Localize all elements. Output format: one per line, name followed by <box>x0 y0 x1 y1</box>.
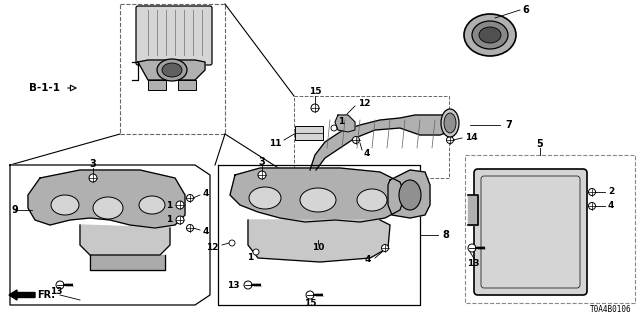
Text: 4: 4 <box>203 228 209 236</box>
Bar <box>294 96 449 178</box>
Polygon shape <box>138 60 205 80</box>
Text: T0A4B0106: T0A4B0106 <box>590 305 632 314</box>
Text: 1: 1 <box>247 253 253 262</box>
Circle shape <box>589 203 595 210</box>
Text: 4: 4 <box>608 202 614 211</box>
Text: 4: 4 <box>203 188 209 197</box>
Text: 9: 9 <box>12 205 19 215</box>
Ellipse shape <box>444 113 456 133</box>
Text: 13: 13 <box>50 286 62 295</box>
Circle shape <box>331 125 337 131</box>
Circle shape <box>89 174 97 182</box>
Bar <box>120 4 225 134</box>
Text: 14: 14 <box>465 132 477 141</box>
FancyBboxPatch shape <box>136 6 212 65</box>
FancyBboxPatch shape <box>474 169 587 295</box>
Text: 3: 3 <box>90 159 97 169</box>
Circle shape <box>244 281 252 289</box>
Text: 11: 11 <box>269 139 282 148</box>
Text: 4: 4 <box>365 255 371 265</box>
Circle shape <box>56 281 64 289</box>
Text: 8: 8 <box>442 230 449 240</box>
Ellipse shape <box>479 27 501 43</box>
Polygon shape <box>335 115 355 132</box>
Text: 2: 2 <box>608 188 614 196</box>
Circle shape <box>176 216 184 224</box>
Circle shape <box>468 244 476 252</box>
Text: 1: 1 <box>166 201 172 210</box>
Text: 1: 1 <box>166 215 172 225</box>
Ellipse shape <box>472 21 508 49</box>
Bar <box>148 80 166 90</box>
Polygon shape <box>80 225 170 255</box>
Polygon shape <box>310 115 452 170</box>
Circle shape <box>306 291 314 299</box>
Circle shape <box>186 225 193 231</box>
Text: 7: 7 <box>505 120 512 130</box>
Polygon shape <box>248 220 390 262</box>
Circle shape <box>381 244 388 252</box>
Text: 10: 10 <box>312 244 324 252</box>
Text: 12: 12 <box>207 244 219 252</box>
Text: 3: 3 <box>259 157 266 167</box>
Polygon shape <box>230 168 405 222</box>
Circle shape <box>186 195 193 202</box>
Circle shape <box>253 249 259 255</box>
Ellipse shape <box>357 189 387 211</box>
Text: 1: 1 <box>338 117 344 126</box>
Circle shape <box>229 240 235 246</box>
Circle shape <box>176 201 184 209</box>
Text: 6: 6 <box>523 5 529 15</box>
Ellipse shape <box>441 109 459 137</box>
Ellipse shape <box>139 196 165 214</box>
Circle shape <box>258 171 266 179</box>
Polygon shape <box>28 170 185 228</box>
Text: 13: 13 <box>467 260 479 268</box>
Bar <box>178 80 196 90</box>
Text: 12: 12 <box>358 100 371 108</box>
Polygon shape <box>468 195 478 225</box>
Text: 15: 15 <box>304 300 316 308</box>
Ellipse shape <box>51 195 79 215</box>
Circle shape <box>589 188 595 196</box>
Text: 4: 4 <box>364 148 371 157</box>
Ellipse shape <box>464 14 516 56</box>
Text: B-1-1: B-1-1 <box>29 83 60 93</box>
Text: 5: 5 <box>536 139 543 149</box>
Ellipse shape <box>249 187 281 209</box>
Text: 15: 15 <box>308 87 321 97</box>
Polygon shape <box>388 170 430 218</box>
Circle shape <box>447 137 454 143</box>
Ellipse shape <box>93 197 123 219</box>
FancyArrow shape <box>9 290 35 300</box>
Ellipse shape <box>399 180 421 210</box>
Ellipse shape <box>300 188 336 212</box>
Ellipse shape <box>157 59 187 81</box>
Bar <box>465 155 635 303</box>
Circle shape <box>353 137 360 143</box>
Text: FR.: FR. <box>37 290 55 300</box>
Ellipse shape <box>162 63 182 77</box>
Polygon shape <box>10 165 210 305</box>
Bar <box>295 126 323 140</box>
Polygon shape <box>90 255 165 270</box>
Text: 13: 13 <box>227 281 240 290</box>
Circle shape <box>311 104 319 112</box>
